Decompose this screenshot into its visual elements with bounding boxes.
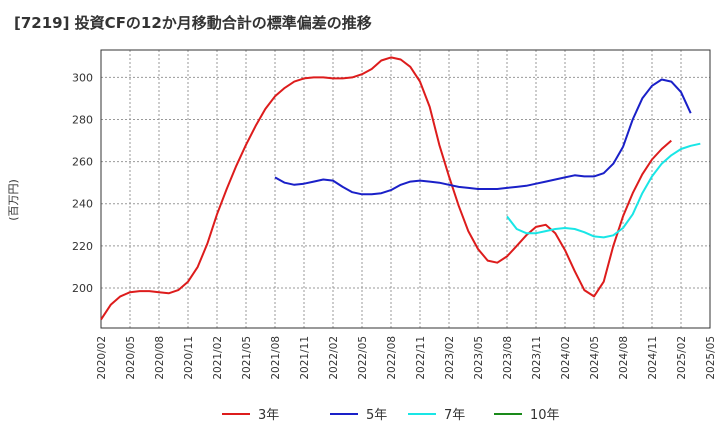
x-tick-label: 2023/11 — [531, 336, 543, 380]
y-tick-label: 220 — [72, 240, 93, 253]
x-tick-label: 2021/08 — [270, 336, 282, 380]
x-tick-label: 2020/08 — [154, 336, 166, 380]
series-layer — [100, 56, 701, 321]
y-tick-label: 280 — [72, 114, 93, 127]
legend-item: 5年 — [330, 408, 387, 423]
series-line-1 — [274, 78, 692, 196]
x-tick-label: 2025/02 — [676, 336, 688, 380]
x-tick-label: 2022/05 — [357, 336, 369, 380]
legend-item: 7年 — [408, 408, 465, 423]
x-tick-labels: 2020/02 2020/05 2020/08 2020/11 2021/02 2021/… — [96, 336, 717, 380]
legend-label: 10年 — [530, 408, 560, 423]
y-axis-label: (百万円) — [7, 179, 20, 221]
x-tick-label: 2020/05 — [125, 336, 137, 380]
x-tick-label: 2021/02 — [212, 336, 224, 380]
y-tick-labels: 200 220 240 260 280 300 — [72, 71, 93, 295]
legend-label: 5年 — [366, 408, 387, 423]
x-tick-label: 2021/11 — [299, 336, 311, 380]
x-tick-label: 2022/02 — [328, 336, 340, 380]
x-tick-label: 2022/08 — [386, 336, 398, 380]
x-tick-label: 2024/02 — [560, 336, 572, 380]
x-tick-label: 2023/05 — [473, 336, 485, 380]
y-tick-label: 200 — [72, 282, 93, 295]
x-tick-label: 2022/11 — [415, 336, 427, 380]
x-tick-label: 2021/05 — [241, 336, 253, 380]
grid-layer — [101, 50, 710, 328]
x-tick-label: 2020/02 — [96, 336, 108, 380]
legend-item: 3年 — [222, 408, 279, 423]
x-tick-label: 2020/11 — [183, 336, 195, 380]
legend-label: 7年 — [444, 408, 465, 423]
x-tick-label: 2023/02 — [444, 336, 456, 380]
y-tick-label: 240 — [72, 198, 93, 211]
legend-label: 3年 — [258, 408, 279, 423]
x-tick-label: 2024/11 — [647, 336, 659, 380]
series-line-2 — [506, 142, 701, 239]
x-tick-label: 2024/05 — [589, 336, 601, 380]
x-tick-label: 2025/05 — [705, 336, 717, 380]
x-tick-label: 2023/08 — [502, 336, 514, 380]
chart-title: [7219] 投資CFの12か月移動合計の標準偏差の推移 — [14, 14, 372, 32]
series-line-0 — [100, 56, 672, 321]
legend-item: 10年 — [494, 408, 560, 423]
y-tick-label: 260 — [72, 156, 93, 169]
x-tick-label: 2024/08 — [618, 336, 630, 380]
legend: 3年 5年 7年 10年 — [222, 408, 560, 423]
y-tick-label: 300 — [72, 71, 93, 84]
plot-frame — [100, 49, 711, 329]
